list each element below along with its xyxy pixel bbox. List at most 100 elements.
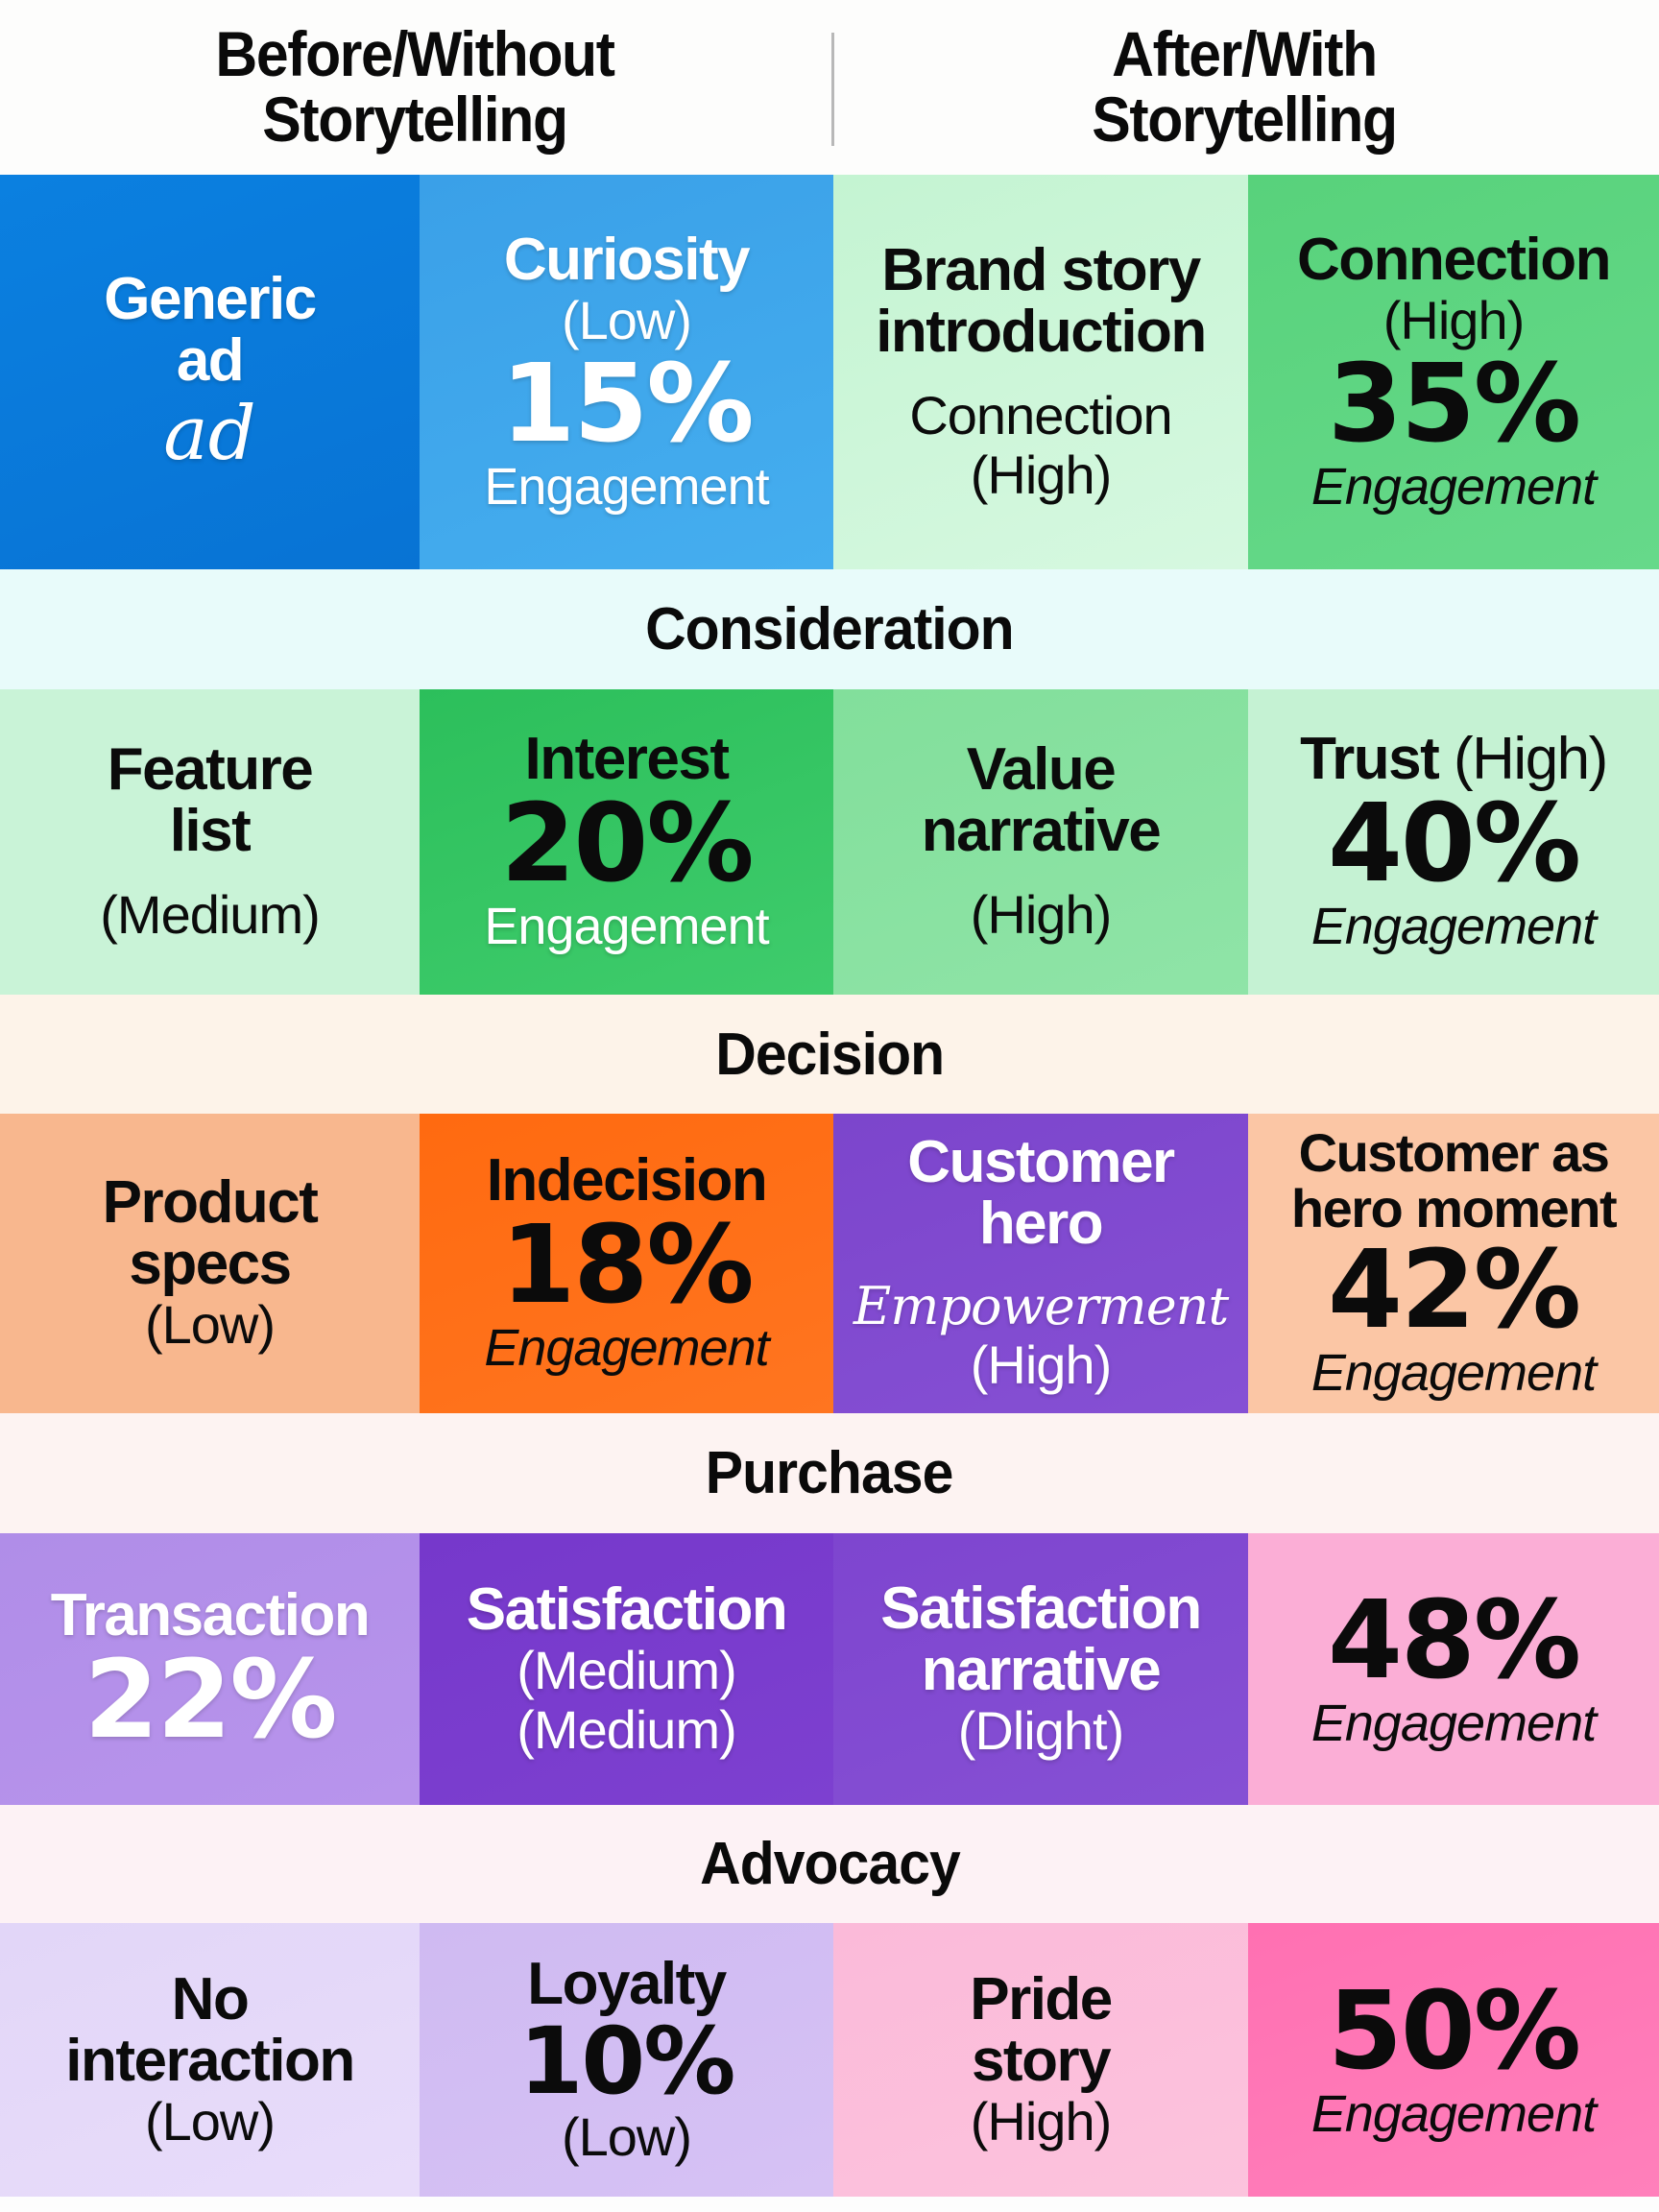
cell-level: (Medium) xyxy=(517,1639,736,1700)
cell-level: (High) xyxy=(970,444,1112,505)
cell-level: (Medium) xyxy=(517,1698,736,1760)
cell-level: (High) xyxy=(970,1334,1112,1395)
cell-level: (Low) xyxy=(144,1294,276,1355)
cell-title-bold: Trust xyxy=(1300,726,1440,792)
engagement-value: 40% xyxy=(1327,781,1581,906)
cell-pride-story: Pride story (High) xyxy=(833,1923,1248,2197)
engagement-value: 22% xyxy=(84,1637,337,1763)
engagement-value: 10% xyxy=(518,2007,736,2115)
cell-level: (Dlight) xyxy=(957,1699,1124,1761)
stage-row-awareness: Generic ad ad Curiosity (Low) 15% Engage… xyxy=(0,175,1659,569)
engagement-label: Engagement xyxy=(1310,1694,1597,1752)
stage-band-advocacy: Advocacy xyxy=(0,1805,1659,1923)
cell-level: (High) xyxy=(970,2090,1112,2152)
stage-band-purchase: Purchase xyxy=(0,1413,1659,1533)
cell-title: narrative xyxy=(921,1636,1162,1703)
stage-row-decision: Product specs (Low) Indecision 18% Engag… xyxy=(0,1114,1659,1413)
stage-title: Decision xyxy=(715,1021,945,1088)
comparison-header: Before/Without Storytelling After/With S… xyxy=(0,0,1659,175)
cell-title: Brand story xyxy=(881,236,1201,303)
after-title-line1: After/With xyxy=(1112,18,1378,89)
cell-title: story xyxy=(971,2027,1112,2094)
cell-title: Connection xyxy=(1297,226,1611,293)
before-column-title: Before/Without Storytelling xyxy=(34,21,797,152)
cell-title: Satisfaction xyxy=(466,1575,788,1643)
cell-level: (High) xyxy=(970,884,1112,945)
cell-loyalty: Loyalty 10% (Low) xyxy=(420,1923,833,2197)
cell-generic-ad: Generic ad ad xyxy=(0,175,420,569)
cell-title: introduction xyxy=(876,298,1207,365)
cell-brand-story: Brand story introduction Connection (Hig… xyxy=(833,175,1248,569)
stage-title: Advocacy xyxy=(699,1831,961,1897)
engagement-value: 18% xyxy=(500,1203,754,1328)
engagement-label: Engagement xyxy=(1310,1344,1597,1402)
cell-satisfaction: Satisfaction (Medium) (Medium) xyxy=(420,1533,833,1805)
before-title-line2: Storytelling xyxy=(262,84,568,155)
cell-script-text: ad xyxy=(163,390,256,477)
cell-sub: Empowerment xyxy=(853,1276,1229,1336)
cell-interest: Interest 20% Engagement xyxy=(420,689,833,995)
cell-purchase-after-engagement: 48% Engagement xyxy=(1248,1533,1659,1805)
engagement-label: Engagement xyxy=(484,457,769,516)
cell-title: Satisfaction xyxy=(880,1575,1202,1642)
engagement-label: Engagement xyxy=(1310,898,1597,955)
after-title-line2: Storytelling xyxy=(1092,84,1398,155)
engagement-value: 42% xyxy=(1327,1228,1581,1353)
cell-title: Curiosity xyxy=(503,226,751,293)
cell-title: Indecision xyxy=(486,1147,768,1214)
cell-title: Feature xyxy=(107,736,314,803)
engagement-label: Engagement xyxy=(1310,2084,1597,2143)
cell-connection: Connection (High) 35% Engagement xyxy=(1248,175,1659,569)
stage-row-consideration: Feature list (Medium) Interest 20% Engag… xyxy=(0,689,1659,995)
engagement-value: 15% xyxy=(500,341,754,467)
cell-trust: Trust (High) 40% Engagement xyxy=(1248,689,1659,995)
cell-title: narrative xyxy=(921,798,1162,864)
cell-sub: Connection xyxy=(909,384,1172,445)
engagement-value: 48% xyxy=(1327,1577,1581,1703)
cell-title: interaction xyxy=(65,2027,355,2094)
cell-level: (Low) xyxy=(144,2090,276,2152)
engagement-value: 50% xyxy=(1327,1968,1581,2094)
cell-level: (High) xyxy=(1454,726,1608,792)
cell-title: Product xyxy=(102,1169,319,1236)
cell-title: ad xyxy=(176,326,245,394)
cell-level: (Medium) xyxy=(100,884,320,945)
cell-title: Value xyxy=(966,736,1117,803)
cell-level: (Low) xyxy=(561,2105,692,2167)
stage-title: Purchase xyxy=(706,1440,954,1506)
cell-customer-as-hero-moment: Customer as hero moment 42% Engagement xyxy=(1248,1114,1659,1413)
cell-satisfaction-narrative: Satisfaction narrative (Dlight) xyxy=(833,1533,1248,1805)
engagement-label: Engagement xyxy=(1310,457,1597,516)
cell-title: Trust (High) xyxy=(1300,726,1608,792)
cell-title: Transaction xyxy=(50,1581,371,1648)
cell-feature-list: Feature list (Medium) xyxy=(0,689,420,995)
cell-curiosity: Curiosity (Low) 15% Engagement xyxy=(420,175,833,569)
cell-title: Generic xyxy=(104,265,317,332)
stage-row-purchase: Transaction 22% Satisfaction (Medium) (M… xyxy=(0,1533,1659,1805)
stage-band-decision: Decision xyxy=(0,995,1659,1114)
stage-band-consideration: Consideration xyxy=(0,569,1659,689)
cell-title: hero moment xyxy=(1290,1178,1618,1238)
cell-title: Interest xyxy=(524,726,730,792)
cell-indecision: Indecision 18% Engagement xyxy=(420,1114,833,1413)
stage-row-advocacy: No interaction (Low) Loyalty 10% (Low) P… xyxy=(0,1923,1659,2197)
cell-title: Loyalty xyxy=(527,1950,727,2017)
engagement-label: Engagement xyxy=(484,898,769,955)
engagement-label: Engagement xyxy=(484,1319,769,1377)
cell-title: specs xyxy=(129,1231,292,1297)
engagement-value: 35% xyxy=(1327,341,1581,467)
cell-no-interaction: No interaction (Low) xyxy=(0,1923,420,2197)
stage-title: Consideration xyxy=(645,596,1015,662)
cell-title: list xyxy=(169,798,252,864)
cell-title: Customer xyxy=(907,1129,1175,1195)
cell-transaction: Transaction 22% xyxy=(0,1533,420,1805)
bottom-margin xyxy=(0,2197,1659,2212)
engagement-value: 20% xyxy=(500,781,754,906)
cell-title: hero xyxy=(978,1190,1104,1257)
cell-value-narrative: Value narrative (High) xyxy=(833,689,1248,995)
cell-advocacy-after-engagement: 50% Engagement xyxy=(1248,1923,1659,2197)
cell-level: (High) xyxy=(1382,289,1525,350)
cell-level: (Low) xyxy=(561,289,692,350)
cell-title: No xyxy=(171,1965,250,2032)
cell-title: Pride xyxy=(970,1965,1113,2032)
